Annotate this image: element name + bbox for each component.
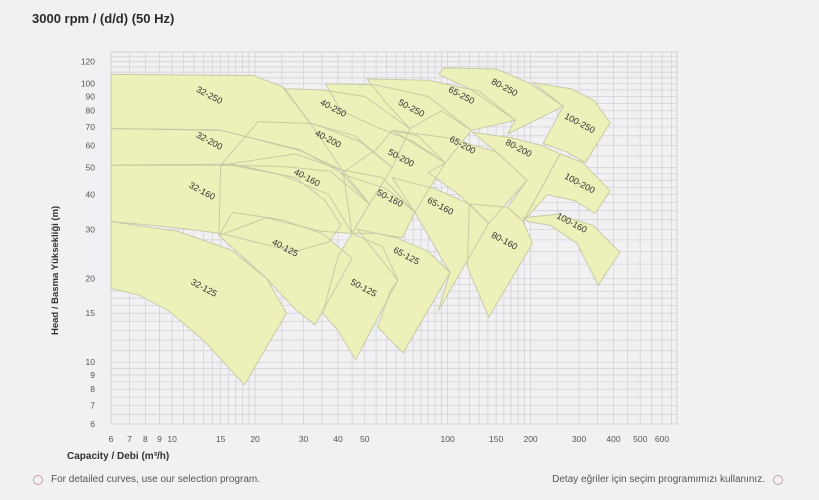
region-100-200 [523,153,611,222]
y-tick-label: 50 [86,163,96,173]
x-tick-label: 40 [333,434,343,444]
region-outline-50-200 [340,129,446,213]
y-tick-label: 70 [86,122,96,132]
x-tick-label: 100 [441,434,455,444]
x-tick-label: 300 [572,434,586,444]
x-tick-labels: 6 7 8 9 10 15 20 30 40 50 100 150 200 300 400 500 600 [109,434,670,444]
y-tick-label: 20 [86,273,96,283]
region-65-200 [392,130,527,224]
y-tick-label: 30 [86,224,96,234]
y-tick-label: 7 [90,400,95,410]
region-fills [111,67,620,385]
x-tick-label: 30 [299,434,309,444]
region-100-250 [532,82,611,163]
region-outline-40-200 [220,121,393,205]
y-tick-label: 6 [90,419,95,429]
region-outline-65-125 [356,228,451,354]
region-outline-32-160 [110,163,342,252]
footer-note-tr: Detay eğriler için seçim programımızı ku… [552,474,783,485]
x-tick-label: 8 [143,434,148,444]
y-tick-label: 90 [86,91,96,101]
y-tick-labels: 6 7 8 9 10 15 20 30 40 50 60 70 80 90 100 120 [81,57,95,429]
x-tick-label: 50 [360,434,370,444]
x-tick-label: 15 [216,434,226,444]
region-outline-40-125 [218,211,353,326]
y-tick-label: 120 [81,57,95,67]
y-axis-label: Head / Basma Yüksekliği (m) [50,206,61,335]
x-tick-label: 500 [633,434,647,444]
circle-outline-icon [773,474,783,485]
y-tick-label: 100 [81,79,95,89]
x-tick-label: 9 [157,434,162,444]
circle-outline-icon [33,474,43,485]
y-tick-label: 9 [90,370,95,380]
region-outline-80-160 [466,203,533,318]
region-65-160 [392,177,489,311]
y-tick-label: 15 [86,308,96,318]
region-outline-65-250 [366,78,516,131]
region-80-250 [439,67,564,134]
x-tick-label: 600 [655,434,669,444]
footer-right-text: Detay eğriler için seçim programımızı ku… [552,474,765,485]
x-tick-label: 6 [109,434,114,444]
region-outline-100-250 [532,82,611,164]
x-tick-label: 150 [489,434,503,444]
region-outline-32-125 [110,221,287,386]
y-tick-label: 10 [86,357,96,367]
footer-left-text: For detailed curves, use our selection p… [51,474,260,485]
x-tick-label: 10 [167,434,177,444]
y-tick-label: 8 [90,384,95,394]
y-tick-label: 60 [86,141,96,151]
x-tick-label: 7 [127,434,132,444]
region-65-125 [357,229,450,353]
region-40-125 [219,212,353,325]
region-outline-65-160 [391,177,490,312]
region-outline-100-160 [522,213,621,286]
x-axis-label: Capacity / Debi (m³/h) [67,451,169,462]
y-tick-label: 40 [86,190,96,200]
region-50-160 [342,170,415,238]
region-100-160 [523,214,620,286]
region-outline-80-250 [438,67,564,135]
region-outlines [110,67,621,386]
y-tick-label: 80 [86,106,96,116]
footer-note-en: For detailed curves, use our selection p… [33,474,260,485]
region-40-200 [220,121,393,204]
chart-title: 3000 rpm / (d/d) (50 Hz) [32,11,175,26]
region-outline-50-125 [322,232,399,361]
region-80-200 [472,132,561,222]
x-tick-label: 200 [523,434,537,444]
region-50-125 [322,233,398,360]
region-32-125 [111,221,287,385]
x-tick-label: 400 [606,434,620,444]
x-tick-label: 20 [250,434,260,444]
